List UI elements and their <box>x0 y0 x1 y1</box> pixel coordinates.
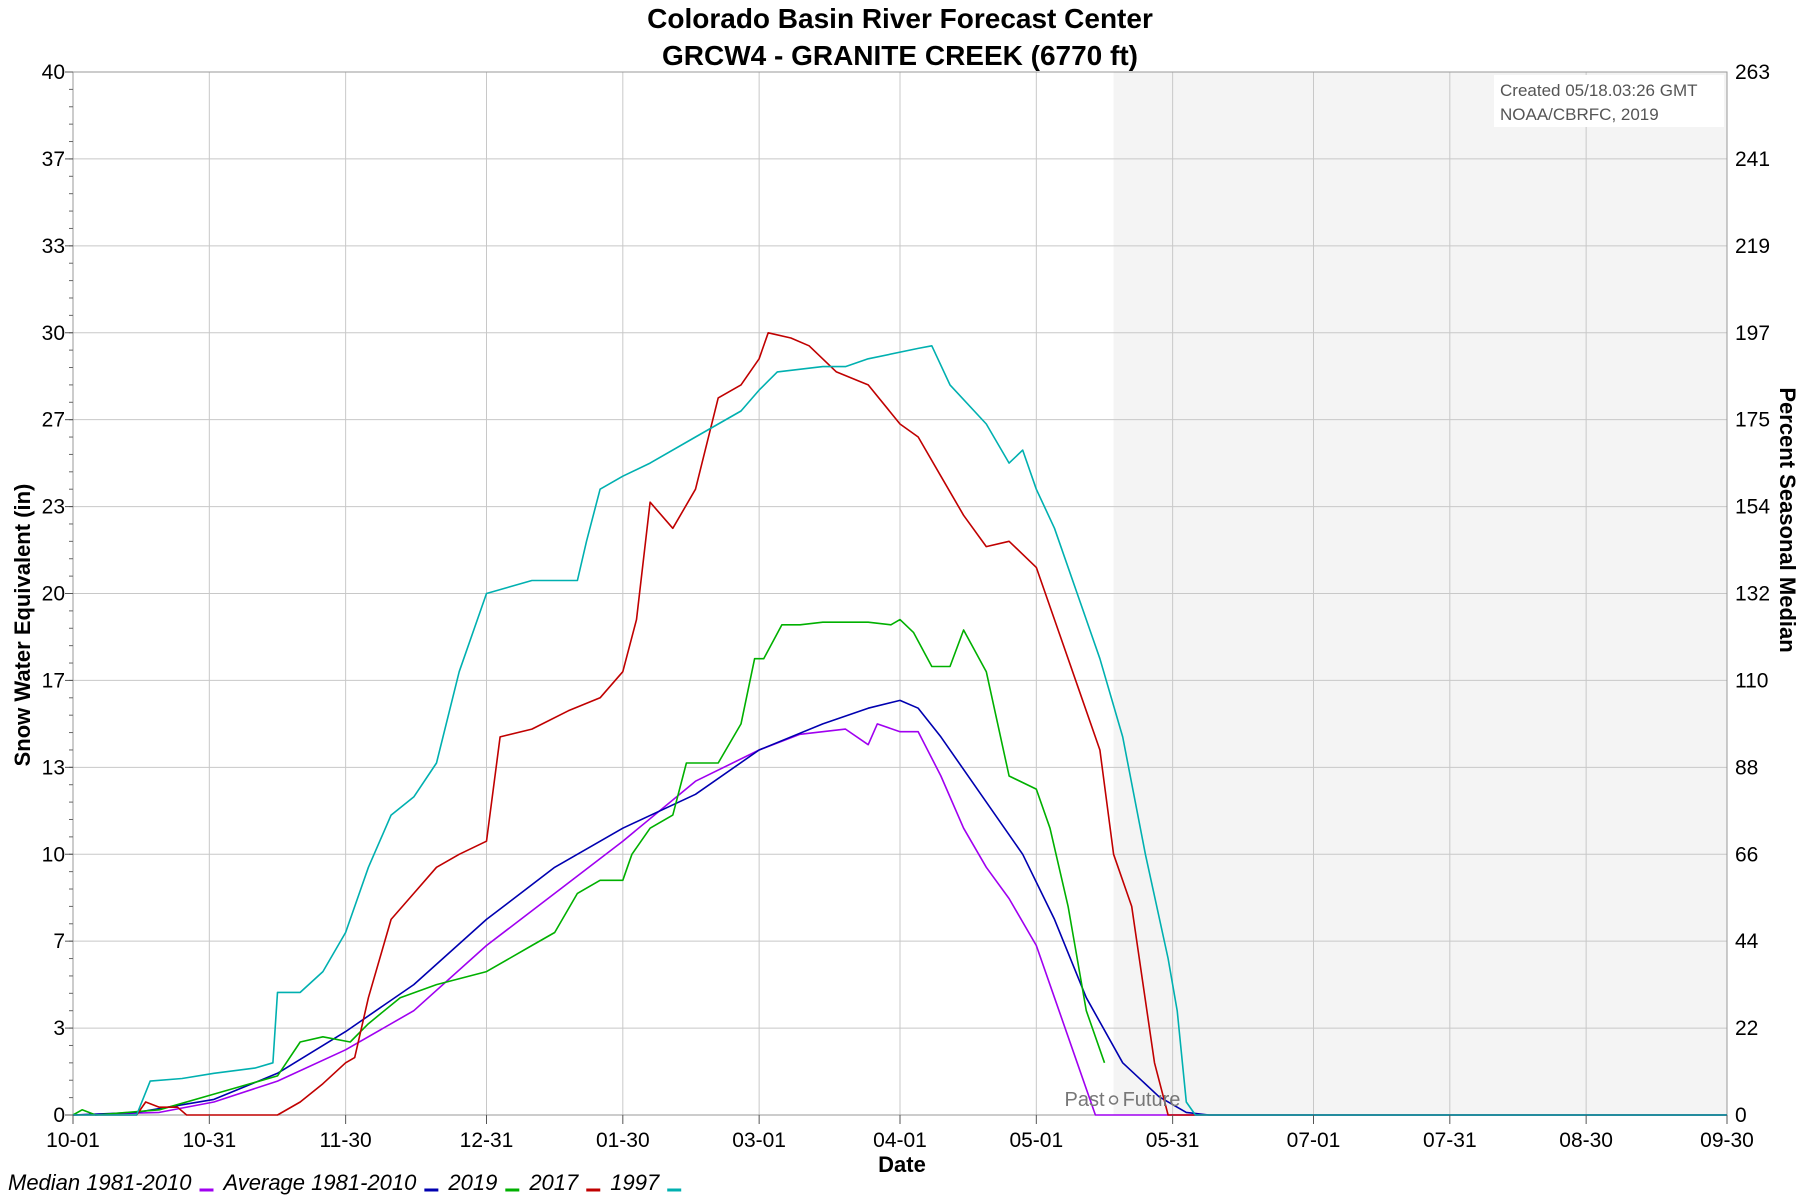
y2-tick-label: 241 <box>1735 148 1770 171</box>
chart-title: Colorado Basin River Forecast Center <box>647 3 1153 34</box>
x-tick-label: 10-01 <box>46 1129 100 1152</box>
x-tick-label: 12-31 <box>460 1129 514 1152</box>
y-tick-label: 40 <box>42 61 65 84</box>
x-tick-label: 10-31 <box>182 1129 236 1152</box>
credit-background <box>1494 75 1724 127</box>
y2-tick-label: 0 <box>1735 1104 1747 1127</box>
x-tick-label: 07-01 <box>1287 1129 1341 1152</box>
y2-tick-label: 110 <box>1735 669 1768 692</box>
legend-entry-label: 1997 <box>610 1170 660 1195</box>
x-tick-label: 04-01 <box>873 1129 927 1152</box>
credit-created: Created 05/18.03:26 GMT <box>1500 81 1698 100</box>
y2-tick-label: 197 <box>1735 322 1770 345</box>
y-tick-label: 27 <box>42 409 65 432</box>
x-tick-label: 01-30 <box>596 1129 650 1152</box>
x-tick-label: 11-30 <box>320 1129 372 1152</box>
y-tick-label: 23 <box>42 496 65 519</box>
y2-tick-label: 132 <box>1735 583 1770 606</box>
y-tick-label: 17 <box>42 669 65 692</box>
grid-lines <box>73 72 1727 1115</box>
x-tick-label: 07-31 <box>1423 1129 1477 1152</box>
y2-tick-label: 154 <box>1735 496 1770 519</box>
legend-entry-label: 2017 <box>528 1170 579 1195</box>
y2-tick-label: 22 <box>1735 1017 1758 1040</box>
y2-tick-label: 219 <box>1735 235 1770 258</box>
y2-tick-label: 175 <box>1735 409 1770 432</box>
x-axis-title: Date <box>878 1152 926 1177</box>
legend-entry-label: 2019 <box>447 1170 497 1195</box>
y2-axis-ticks: 0 22 44 66 88 110 132 154 175 197 219 241 263 <box>1735 61 1770 1127</box>
legend-entry-label: Average 1981-2010 <box>221 1170 417 1195</box>
x-tick-label: 05-31 <box>1146 1129 1200 1152</box>
y2-tick-label: 44 <box>1735 930 1759 953</box>
y2-tick-label: 88 <box>1735 756 1758 779</box>
future-label: Future <box>1123 1089 1181 1111</box>
y-tick-label: 3 <box>53 1017 65 1040</box>
x-tick-label: 09-30 <box>1700 1129 1754 1152</box>
y-tick-label: 7 <box>53 930 65 953</box>
credit-box: Created 05/18.03:26 GMT NOAA/CBRFC, 2019 <box>1494 75 1724 127</box>
x-axis-ticks: 10-01 10-31 11-30 12-31 01-30 03-01 04-01 05-01… <box>46 1115 1754 1152</box>
y-tick-label: 37 <box>42 148 65 171</box>
legend: Median 1981-2010 Average 1981-2010 2019 201… <box>8 1170 682 1195</box>
series-line-median-1981-2010 <box>72 723 1727 1116</box>
x-tick-label: 05-01 <box>1009 1129 1063 1152</box>
y-tick-label: 0 <box>53 1104 65 1127</box>
x-tick-label: 03-01 <box>732 1129 786 1152</box>
series-line-2019 <box>72 618 1106 1116</box>
series-line-1997 <box>73 344 1727 1116</box>
y-tick-label: 33 <box>42 235 65 258</box>
series-line-average-1981-2010 <box>72 699 1727 1116</box>
y-tick-label: 30 <box>42 322 65 345</box>
series-lines <box>72 331 1727 1116</box>
y-axis-title: Snow Water Equivalent (in) <box>10 484 35 767</box>
legend-entry-label: Median 1981-2010 <box>8 1170 192 1195</box>
chart-subtitle: GRCW4 - GRANITE CREEK (6770 ft) <box>662 40 1138 71</box>
forecast-start-dot <box>1108 1095 1119 1105</box>
past-label: Past <box>1065 1089 1105 1111</box>
series-line-2017 <box>73 331 1727 1116</box>
y-tick-label: 10 <box>42 843 65 866</box>
credit-agency: NOAA/CBRFC, 2019 <box>1500 105 1659 124</box>
y2-axis-title: Percent Seasonal Median <box>1775 387 1800 652</box>
y-tick-label: 20 <box>42 583 65 606</box>
y-tick-label: 13 <box>42 756 65 779</box>
past-future-marker: Past Future <box>1065 1089 1181 1111</box>
y2-tick-label: 263 <box>1735 61 1770 84</box>
y2-tick-label: 66 <box>1735 843 1758 866</box>
x-tick-label: 08-30 <box>1559 1129 1613 1152</box>
